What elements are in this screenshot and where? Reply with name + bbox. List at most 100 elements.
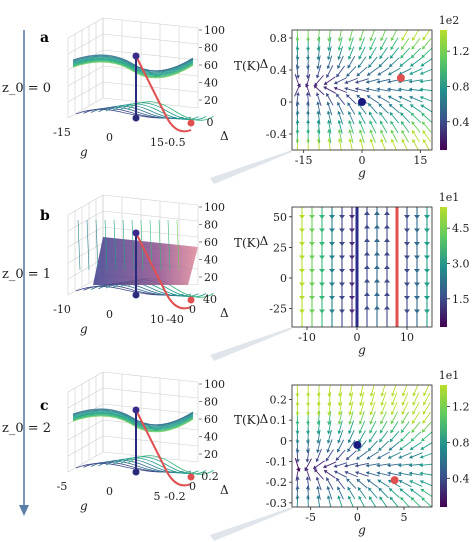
- y-tick-label: -0.3: [266, 497, 287, 510]
- stream-arrow: [424, 255, 430, 260]
- stream-arrow: [329, 228, 335, 233]
- stream-arrow: [404, 269, 410, 273]
- stream-arrow: [347, 439, 352, 443]
- x-tick-label: -15: [295, 154, 313, 167]
- trajectory-start-point: [132, 406, 140, 414]
- floor-streamline: [75, 109, 162, 119]
- pane-grid: [102, 387, 199, 399]
- pane-grid: [102, 49, 199, 61]
- surface-line: [72, 58, 194, 75]
- stream-arrow: [337, 111, 342, 115]
- stream-arrow: [376, 471, 381, 476]
- pane-grid: [102, 33, 199, 45]
- stream-arrow: [374, 265, 380, 269]
- stream-arrow: [389, 103, 393, 108]
- x-tick-label: 0: [354, 511, 361, 524]
- stream-arrow: [414, 296, 420, 300]
- x-tick-label: 15: [150, 136, 164, 149]
- stream-arrow: [398, 463, 402, 468]
- stream-arrow: [398, 95, 403, 100]
- stream-arrow: [296, 467, 301, 472]
- stream-arrow: [419, 463, 423, 468]
- z-axis-label: T(K): [234, 59, 260, 73]
- stream-arrow: [380, 138, 384, 143]
- stream-arrow: [368, 64, 372, 68]
- stream-arrow: [344, 463, 348, 468]
- stream-arrow: [316, 110, 321, 115]
- stream-arrow: [401, 37, 405, 41]
- stream-arrow: [384, 265, 390, 269]
- stream-arrow: [364, 224, 370, 229]
- stream-arrow: [420, 480, 424, 484]
- stream-arrow: [346, 456, 350, 461]
- y-tick-label: 25: [273, 241, 287, 254]
- stream-arrow: [364, 238, 370, 242]
- stream-arrow: [358, 120, 363, 124]
- stream-arrow: [399, 446, 404, 451]
- stream-arrow: [305, 421, 310, 425]
- stream-arrow: [388, 95, 392, 100]
- stream-arrow: [378, 447, 382, 451]
- stream-arrow: [420, 489, 425, 493]
- stream-arrow: [327, 412, 332, 416]
- stream-arrow: [356, 456, 360, 460]
- stream-arrow: [399, 488, 404, 492]
- stream-arrow: [349, 282, 355, 287]
- stream-arrow: [412, 139, 416, 143]
- colorbar-tick-label: 0.4: [452, 472, 470, 485]
- stream-arrow: [422, 139, 427, 143]
- stream-arrow: [404, 282, 410, 287]
- stream-arrow: [389, 54, 394, 59]
- stream-arrow: [412, 130, 416, 134]
- x-tick-label: -5: [57, 480, 68, 493]
- pane-grid: [67, 419, 104, 441]
- surface-line: [113, 219, 117, 271]
- stream-arrow: [358, 138, 363, 143]
- x-tick-label: 0: [106, 131, 113, 144]
- colorbar-tick-label: 1.5: [452, 293, 470, 306]
- stream-arrow: [348, 402, 353, 406]
- surface-line: [72, 54, 194, 72]
- stream-arrow: [299, 242, 305, 246]
- stream-arrow: [384, 278, 390, 283]
- stream-arrow: [327, 129, 332, 133]
- z-tick-label: 40: [204, 431, 218, 444]
- stream-arrow: [369, 393, 374, 397]
- x-tick-label: 0: [106, 485, 113, 498]
- stream-arrow: [323, 81, 328, 85]
- pane-grid: [67, 451, 104, 473]
- stream-arrow: [349, 255, 355, 260]
- stream-arrow: [419, 87, 423, 92]
- stream-arrow: [356, 72, 361, 77]
- surface-line: [72, 410, 194, 427]
- pane-grid: [102, 97, 199, 109]
- stream-arrow: [314, 82, 318, 87]
- stream-arrow: [420, 104, 425, 108]
- stream-arrow: [357, 64, 362, 69]
- x-tick-label: -10: [53, 303, 71, 316]
- stream-arrow: [336, 102, 341, 106]
- stream-arrow: [369, 411, 374, 416]
- y-tick-label: -40: [166, 313, 184, 326]
- trajectory-end-point: [132, 291, 140, 299]
- stream-arrow: [337, 138, 342, 142]
- stream-arrow: [327, 38, 332, 42]
- stream-arrow: [316, 56, 321, 61]
- stream-arrow: [295, 47, 300, 51]
- stream-arrow: [422, 410, 427, 415]
- z0-arrow: [19, 30, 29, 516]
- stream-arrow: [410, 437, 415, 442]
- stream-arrow: [374, 278, 380, 283]
- surface-sheet: [93, 237, 198, 285]
- stream-arrow: [305, 56, 310, 61]
- stream-arrow: [388, 71, 392, 76]
- stream-arrow: [337, 412, 342, 416]
- stream-arrow: [376, 87, 380, 92]
- stream-arrow: [368, 438, 373, 443]
- stream-arrow: [347, 495, 352, 500]
- stream-arrow: [374, 211, 380, 215]
- stream-arrow: [319, 296, 325, 300]
- stream-arrow: [295, 440, 300, 444]
- stream-arrow: [399, 104, 404, 108]
- stream-arrow: [329, 215, 335, 219]
